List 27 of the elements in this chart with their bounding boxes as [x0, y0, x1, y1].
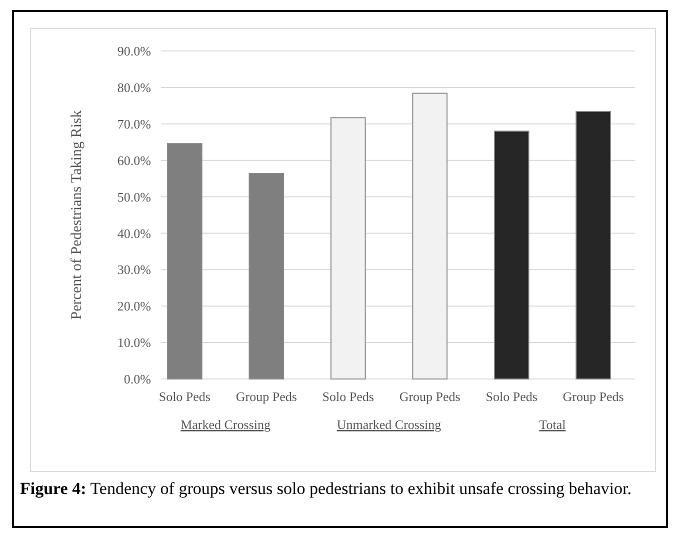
caption: Figure 4: Tendency of groups versus solo pedestrians to exhibit unsafe crossing behavior.	[20, 478, 632, 500]
y-tick-label: 20.0%	[117, 298, 152, 314]
y-tick-label: 10.0%	[117, 335, 152, 350]
x-tick-label: Solo Peds	[322, 389, 374, 404]
x-tick-label: Group Peds	[399, 389, 460, 404]
bar	[167, 143, 202, 380]
bar	[248, 172, 284, 380]
y-tick-label: 80.0%	[117, 80, 152, 95]
x-tick-label: Group Peds	[562, 389, 624, 404]
x-tick-label: Group Peds	[236, 389, 297, 404]
bar	[576, 111, 611, 380]
bar	[494, 130, 530, 380]
x-tick-label: Solo Peds	[486, 389, 538, 404]
text: Total	[539, 417, 566, 432]
text: Unmarked Crossing	[336, 417, 442, 432]
bar	[330, 117, 366, 380]
y-tick-label: 40.0%	[117, 226, 152, 241]
y-tick-label: 50.0%	[117, 189, 152, 204]
y-tick-label: 70.0%	[117, 116, 152, 132]
y-tick-label: 30.0%	[117, 262, 152, 278]
text: Marked Crossing	[180, 417, 271, 432]
x-tick-label: Solo Peds	[158, 389, 211, 404]
y-tick-label: 0.0%	[124, 372, 152, 387]
bar	[412, 92, 448, 380]
y-axis-title: Percent of Pedestrians Taking Risk	[69, 110, 85, 320]
y-tick-label: 60.0%	[117, 152, 152, 168]
y-tick-label: 90.0%	[117, 44, 152, 59]
